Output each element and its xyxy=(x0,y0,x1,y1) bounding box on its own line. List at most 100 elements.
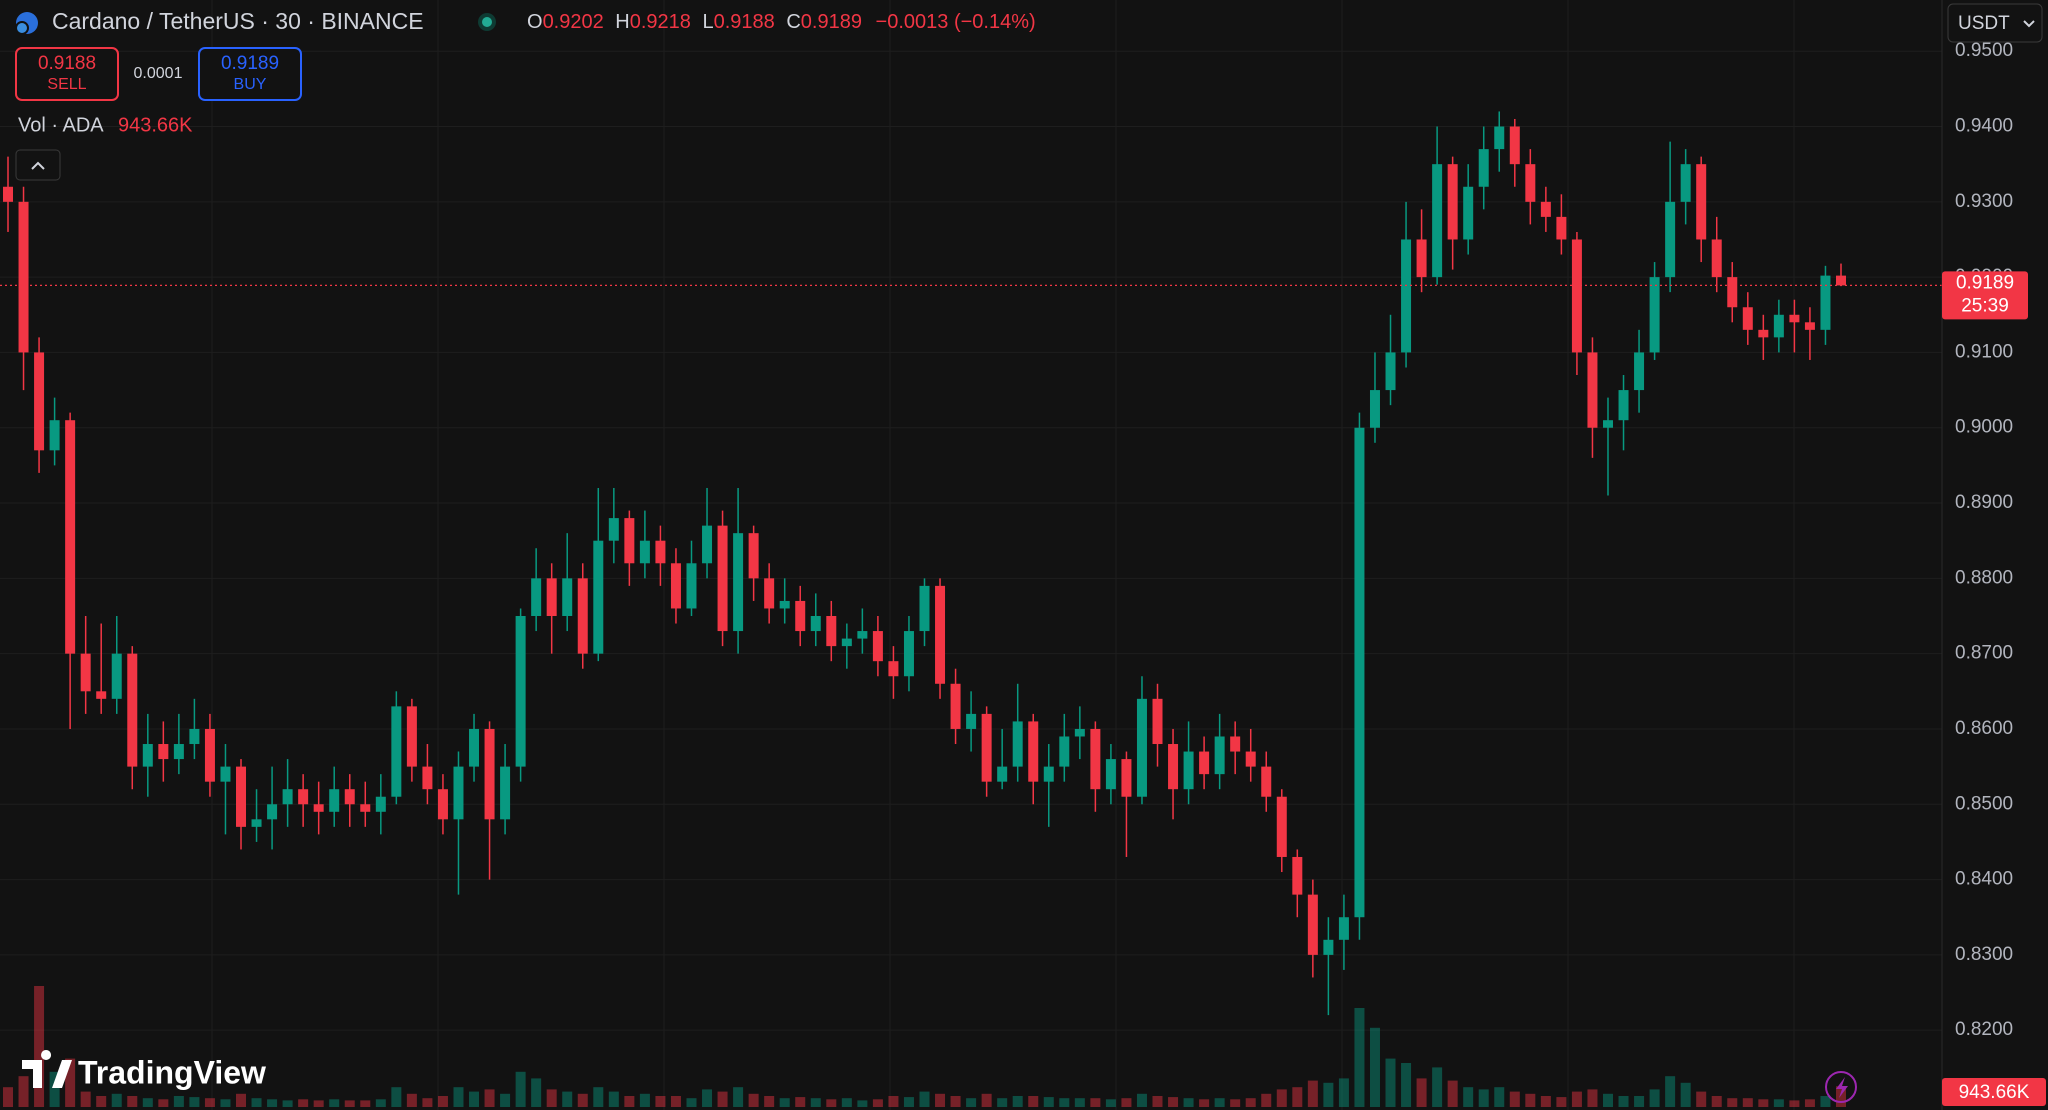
legend-label: C xyxy=(786,11,800,33)
sell-label[interactable]: SELL xyxy=(47,76,86,93)
volume-bar xyxy=(1059,1098,1070,1107)
volume-bar xyxy=(608,1091,619,1107)
volume-bar xyxy=(1230,1099,1241,1107)
volume-bar xyxy=(624,1096,635,1107)
buy-price[interactable]: 0.9189 xyxy=(221,53,279,74)
volume-bar xyxy=(406,1093,417,1107)
volume-bar xyxy=(1478,1089,1489,1107)
sell-button[interactable] xyxy=(15,47,119,101)
volume-bar xyxy=(49,1071,60,1107)
volume-bar xyxy=(360,1100,371,1107)
candle-body xyxy=(1494,126,1505,150)
candle-body xyxy=(1385,352,1396,391)
symbol-icon xyxy=(15,21,29,35)
candle-body xyxy=(562,578,573,616)
volume-bar xyxy=(1369,1027,1380,1107)
volume-bar xyxy=(96,1096,107,1107)
candle-body xyxy=(1556,216,1567,240)
candle-body xyxy=(903,631,914,677)
volume-bar xyxy=(639,1093,650,1107)
candle-body xyxy=(1447,164,1458,240)
volume-bar xyxy=(888,1096,899,1107)
volume-bar xyxy=(515,1071,526,1107)
volume-bar xyxy=(111,1093,122,1107)
y-tick-label: 0.9400 xyxy=(1955,116,2013,137)
candle-body xyxy=(531,578,542,616)
volume-bar xyxy=(267,1099,278,1107)
volume-bar xyxy=(1043,1097,1054,1107)
candle-body xyxy=(1369,390,1380,428)
candle-body xyxy=(422,766,433,790)
volume-bar xyxy=(841,1098,852,1107)
candle-body xyxy=(18,201,29,353)
candle-body xyxy=(1680,164,1691,202)
candle-body xyxy=(1432,164,1443,278)
y-tick-label: 0.8700 xyxy=(1955,643,2013,664)
candle-body xyxy=(1649,277,1660,353)
currency-label[interactable]: USDT xyxy=(1958,13,2010,34)
volume-bar xyxy=(65,1058,76,1107)
volume-bar xyxy=(1432,1067,1443,1107)
candle-body xyxy=(717,525,728,632)
lightning-icon xyxy=(1836,1077,1848,1098)
candle-body xyxy=(1634,352,1645,391)
legend-label: L xyxy=(702,11,713,33)
volume-bar xyxy=(826,1099,837,1107)
volume-bar xyxy=(1121,1098,1132,1107)
candle-body xyxy=(158,744,169,760)
candle-body xyxy=(810,615,821,632)
volume-bar xyxy=(810,1098,821,1107)
volume-bar xyxy=(981,1093,992,1107)
candle-body xyxy=(826,615,837,647)
volume-bar xyxy=(189,1097,200,1107)
volume-bar xyxy=(531,1078,542,1107)
candle-body xyxy=(1587,352,1598,428)
volume-bar xyxy=(1587,1089,1598,1107)
volume-bar xyxy=(966,1098,977,1107)
volume-bar xyxy=(1401,1063,1412,1107)
candle-body xyxy=(655,540,666,564)
volume-tag xyxy=(1942,1078,2046,1106)
candle-body xyxy=(1276,796,1287,857)
candle-body xyxy=(639,540,650,564)
candle-body xyxy=(1105,759,1116,790)
volume-legend-value: 943.66K xyxy=(118,114,193,136)
volume-bar xyxy=(1696,1091,1707,1107)
price-tag-value: 0.9189 xyxy=(1956,272,2014,293)
volume-bar xyxy=(997,1098,1008,1107)
volume-bar xyxy=(484,1089,495,1107)
candle-body xyxy=(997,766,1008,782)
volume-bar xyxy=(1804,1099,1815,1107)
volume-bar xyxy=(236,1093,247,1107)
candle-body xyxy=(1183,751,1194,790)
candle-body xyxy=(795,600,806,632)
candle-body xyxy=(406,706,417,767)
currency-select[interactable] xyxy=(1947,3,2043,43)
sell-price[interactable]: 0.9188 xyxy=(38,53,96,74)
buy-label[interactable]: BUY xyxy=(234,76,267,93)
volume-bar xyxy=(1525,1093,1536,1107)
buy-button[interactable] xyxy=(198,47,302,101)
volume-bar xyxy=(857,1100,868,1107)
volume-bar xyxy=(1634,1096,1645,1107)
candle-body xyxy=(1696,164,1707,240)
y-tick-label: 0.8400 xyxy=(1955,869,2013,890)
volume-bar xyxy=(903,1097,914,1107)
volume-bar xyxy=(422,1098,433,1107)
volume-bar xyxy=(1245,1098,1256,1107)
brand-name: TradingView xyxy=(78,1054,266,1090)
candle-body xyxy=(1338,917,1349,940)
volume-bar xyxy=(1385,1058,1396,1107)
volume-bar xyxy=(1773,1099,1784,1107)
volume-bar xyxy=(1276,1089,1287,1107)
candle-body xyxy=(189,728,200,745)
volume-bar xyxy=(1540,1096,1551,1107)
lightning-button[interactable] xyxy=(1825,1071,1857,1103)
collapse-button[interactable] xyxy=(15,149,61,181)
candle-body xyxy=(1820,275,1831,330)
y-tick-label: 0.9100 xyxy=(1955,341,2013,362)
price-tag xyxy=(1942,271,2028,320)
volume-bar xyxy=(1494,1087,1505,1107)
volume-bar xyxy=(1136,1093,1147,1107)
